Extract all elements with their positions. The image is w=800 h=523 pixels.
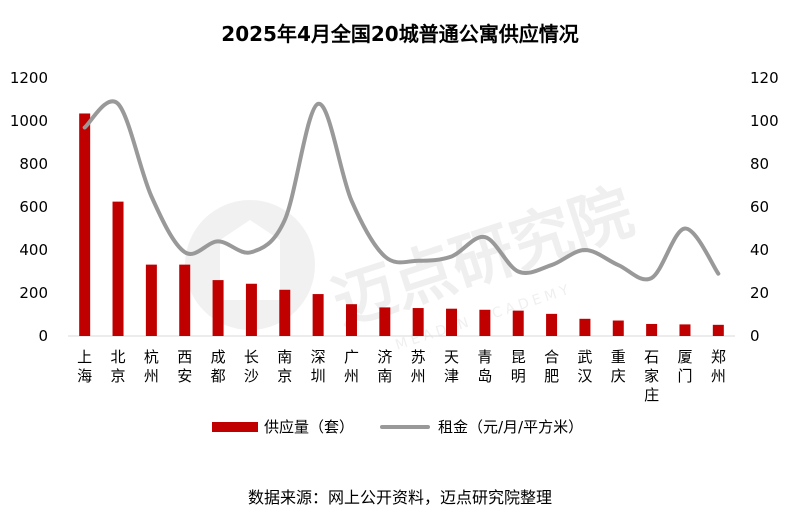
category-label: 重 (611, 348, 626, 366)
legend-label-rent: 租金（元/月/平方米） (438, 418, 584, 436)
bar (712, 324, 724, 336)
bar (579, 318, 591, 336)
y-right-tick-label: 100 (750, 112, 779, 130)
category-label: 沙 (244, 367, 259, 385)
category-label: 州 (144, 367, 159, 385)
legend-label-supply: 供应量（套） (264, 418, 355, 436)
category-label: 合 (544, 348, 559, 366)
bar (546, 313, 558, 336)
y-right-tick-label: 80 (750, 155, 769, 173)
category-label: 汉 (577, 367, 592, 385)
category-label: 南 (277, 348, 292, 366)
legend-item-supply: 供应量（套） (212, 416, 354, 437)
bar (679, 324, 691, 336)
source-note: 数据来源：网上公开资料，迈点研究院整理 (247, 488, 552, 507)
category-label: 深 (311, 348, 326, 366)
category-label: 广 (344, 348, 359, 366)
category-label: 南 (377, 367, 392, 385)
category-label: 成 (211, 348, 226, 366)
category-label: 州 (411, 367, 426, 385)
category-label: 青 (477, 348, 492, 366)
category-label: 庆 (611, 367, 626, 385)
category-label: 门 (677, 367, 692, 385)
category-label: 安 (177, 367, 192, 385)
category-label: 肥 (544, 367, 559, 385)
category-label: 庄 (644, 386, 659, 404)
y-left-tick-label: 600 (19, 198, 48, 216)
y-left-tick-label: 800 (19, 155, 48, 173)
chart-legend: 供应量（套） 租金（元/月/平方米） (0, 416, 800, 440)
bar (479, 309, 491, 336)
category-label: 昆 (511, 348, 526, 366)
y-right-tick-label: 0 (750, 327, 760, 345)
bar (345, 304, 357, 336)
category-label: 北 (111, 348, 126, 366)
category-label: 长 (244, 348, 259, 366)
category-label: 州 (711, 367, 726, 385)
bar (612, 320, 624, 336)
y-left-tick-label: 0 (38, 327, 48, 345)
bar (646, 323, 658, 336)
y-left-tick-label: 1200 (10, 69, 48, 87)
category-label: 苏 (411, 348, 426, 366)
bar (446, 308, 458, 336)
bar (245, 283, 257, 336)
bar (379, 307, 391, 336)
y-left-tick-label: 1000 (10, 112, 48, 130)
y-left-tick-label: 400 (19, 241, 48, 259)
y-right-tick-label: 60 (750, 198, 769, 216)
category-label: 津 (444, 367, 459, 385)
legend-line-swatch (380, 424, 430, 429)
category-label: 家 (644, 367, 659, 385)
chart-title: 2025年4月全国20城普通公寓供应情况 (221, 22, 579, 46)
category-label: 圳 (311, 367, 326, 385)
bar (79, 113, 91, 336)
category-label: 杭 (144, 348, 159, 366)
category-label: 西 (177, 348, 192, 366)
category-label: 岛 (477, 367, 492, 385)
y-right-tick-label: 120 (750, 69, 779, 87)
bar (412, 308, 424, 336)
category-label: 海 (77, 367, 92, 385)
y-right-tick-label: 20 (750, 284, 769, 302)
bar (179, 264, 191, 336)
y-left-tick-label: 200 (19, 284, 48, 302)
bar (279, 289, 291, 336)
legend-bar-swatch (212, 421, 258, 432)
rent-line (82, 99, 721, 282)
category-label: 郑 (711, 348, 726, 366)
y-right-tick-label: 40 (750, 241, 769, 259)
bar (145, 264, 157, 336)
bar (512, 310, 524, 336)
category-label: 厦 (677, 348, 692, 366)
category-label: 京 (277, 367, 292, 385)
bar (312, 294, 324, 336)
category-label: 明 (511, 367, 526, 385)
category-label: 天 (444, 348, 459, 366)
category-label: 上 (77, 348, 92, 366)
category-label: 京 (111, 367, 126, 385)
legend-item-rent: 租金（元/月/平方米） (380, 416, 583, 437)
category-label: 石 (644, 348, 659, 366)
category-label: 济 (377, 348, 392, 366)
category-label: 武 (577, 348, 592, 366)
bar (212, 280, 224, 336)
bar (112, 201, 124, 336)
category-label: 都 (211, 367, 226, 385)
category-label: 州 (344, 367, 359, 385)
